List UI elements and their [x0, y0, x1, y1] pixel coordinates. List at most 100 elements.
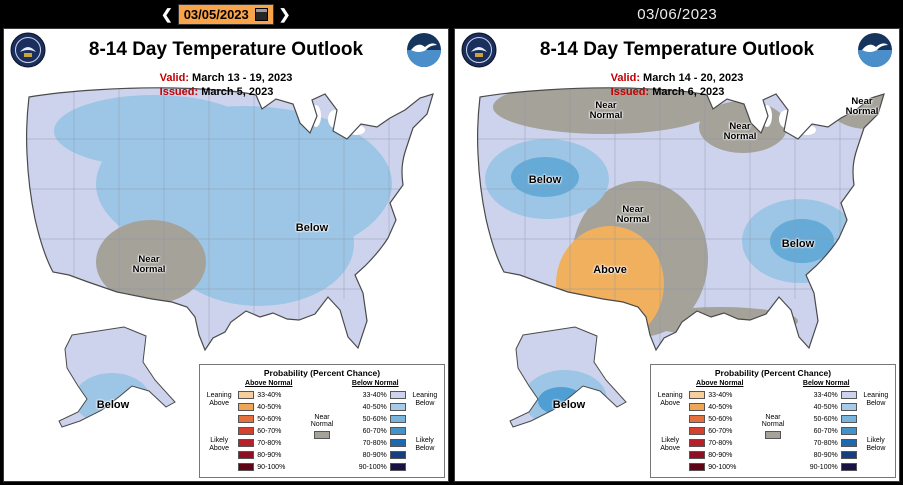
likely-above-label: Likely Above — [660, 436, 681, 452]
panel-title: 8-14 Day Temperature Outlook — [88, 39, 364, 60]
region-label-below: Below — [295, 222, 329, 235]
below-normal-swatch — [389, 415, 406, 423]
calendar-icon[interactable] — [254, 7, 268, 21]
above-normal-swatch — [238, 427, 255, 435]
above-side-labels: Leaning Above Likely Above — [202, 380, 236, 473]
below-normal-swatch — [840, 415, 857, 423]
region-near-normal — [493, 87, 717, 134]
topbar: ❮ 03/05/2023 ❯ 03/06/2023 — [0, 0, 903, 28]
validity-info: Valid: March 14 - 20, 2023 Issued: March… — [455, 72, 899, 100]
pct-label: 60-70% — [257, 427, 282, 435]
above-normal-swatch — [689, 439, 706, 447]
pct-label: 33-40% — [257, 391, 282, 399]
likely-above-label: Likely Above — [209, 436, 230, 452]
pct-label: 33-40% — [813, 391, 838, 399]
region-below-core — [770, 219, 834, 263]
near-normal-key: Near Normal — [752, 380, 794, 473]
next-date-button[interactable]: ❯ — [278, 6, 291, 22]
region-label-alaska-below: Below — [552, 399, 586, 412]
issued-line: Issued: March 6, 2023 — [610, 85, 725, 98]
legend-row: 40-50% — [343, 401, 408, 413]
pct-label: 80-90% — [708, 451, 733, 459]
leaning-above-label: Leaning Above — [657, 392, 683, 408]
valid-line: Valid: March 14 - 20, 2023 — [610, 72, 744, 84]
legend-row: 80-90% — [794, 449, 859, 461]
legend-title: Probability (Percent Chance) — [714, 368, 832, 378]
below-normal-swatch — [389, 391, 406, 399]
near-normal-key: Near Normal — [301, 380, 343, 473]
legend-row: 60-70% — [794, 425, 859, 437]
below-normal-swatch — [389, 451, 406, 459]
below-normal-header: Below Normal — [802, 380, 850, 387]
mainland — [477, 87, 885, 351]
above-normal-swatch — [238, 451, 255, 459]
pct-label: 80-90% — [813, 451, 838, 459]
above-normal-swatch — [689, 451, 706, 459]
above-normal-swatch — [689, 427, 706, 435]
region-label-near-normal-lakes: Near Normal — [723, 121, 757, 142]
mainland — [26, 87, 434, 351]
pct-label: 40-50% — [362, 403, 387, 411]
legend-row: 50-60% — [343, 413, 408, 425]
right-date-area: 03/06/2023 — [452, 6, 903, 23]
below-normal-swatch — [389, 439, 406, 447]
legend-row: 50-60% — [687, 413, 752, 425]
pct-label: 80-90% — [257, 451, 282, 459]
alaska-inset — [58, 326, 176, 428]
likely-below-label: Likely Below — [415, 436, 435, 452]
below-normal-swatch — [840, 451, 857, 459]
region-label-near-normal-northeast: Near Normal — [845, 96, 879, 117]
below-normal-swatch — [840, 463, 857, 471]
alaska-inset — [509, 326, 627, 428]
pct-label: 50-60% — [813, 415, 838, 423]
issued-line: Issued: March 5, 2023 — [159, 85, 274, 98]
below-normal-swatch — [389, 427, 406, 435]
region-below-core — [511, 157, 579, 197]
below-normal-swatch — [840, 403, 857, 411]
above-normal-swatch — [689, 463, 706, 471]
right-date-label: 03/06/2023 — [637, 5, 718, 23]
legend-row: 60-70% — [343, 425, 408, 437]
above-normal-swatch — [689, 415, 706, 423]
legend-row: 40-50% — [236, 401, 301, 413]
above-normal-swatch — [238, 463, 255, 471]
panel-title: 8-14 Day Temperature Outlook — [539, 39, 815, 60]
pct-label: 40-50% — [813, 403, 838, 411]
pct-label: 50-60% — [257, 415, 282, 423]
legend-row: 90-100% — [343, 461, 408, 473]
region-below — [164, 182, 354, 306]
below-normal-swatch — [840, 439, 857, 447]
above-normal-swatch — [238, 439, 255, 447]
region-label-near-normal: Near Normal — [132, 254, 166, 275]
near-normal-swatch — [765, 431, 781, 439]
legend-row: 80-90% — [236, 449, 301, 461]
legend-row: 90-100% — [236, 461, 301, 473]
legend-row: 50-60% — [794, 413, 859, 425]
pct-label: 70-80% — [813, 439, 838, 447]
prev-date-button[interactable]: ❮ — [160, 6, 173, 22]
legend-row: 50-60% — [236, 413, 301, 425]
dept-commerce-seal-icon — [10, 32, 46, 68]
legend-row: 80-90% — [343, 449, 408, 461]
below-normal-swatch — [389, 403, 406, 411]
legend-row: 33-40% — [687, 389, 752, 401]
noaa-logo-icon — [407, 33, 441, 67]
near-normal-swatch — [314, 431, 330, 439]
region-label-near-normal-center: Near Normal — [616, 204, 650, 225]
date-picker[interactable]: 03/05/2023 — [177, 3, 274, 25]
legend-row: 40-50% — [687, 401, 752, 413]
region-label-near-normal-top: Near Normal — [589, 100, 623, 121]
legend-row: 70-80% — [343, 437, 408, 449]
outlook-panel-left: 8-14 Day Temperature Outlook Valid: Marc… — [3, 28, 449, 482]
panel-header: 8-14 Day Temperature Outlook — [4, 29, 448, 69]
above-normal-header: Above Normal — [245, 380, 293, 387]
below-side-labels: Leaning Below Likely Below — [859, 380, 893, 473]
current-date-label: 03/05/2023 — [183, 6, 249, 22]
legend-row: 80-90% — [687, 449, 752, 461]
above-normal-header: Above Normal — [696, 380, 744, 387]
legend-row: 33-40% — [236, 389, 301, 401]
pct-label: 33-40% — [362, 391, 387, 399]
pct-label: 60-70% — [362, 427, 387, 435]
pct-label: 33-40% — [708, 391, 733, 399]
above-side-labels: Leaning Above Likely Above — [653, 380, 687, 473]
